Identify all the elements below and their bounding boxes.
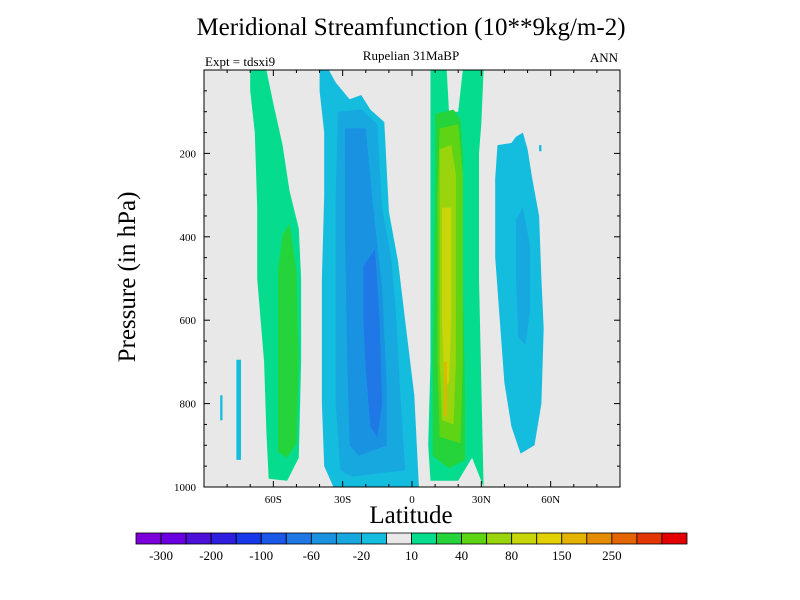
contour-sh-small-1 [236, 359, 241, 460]
colorbar-box [611, 532, 638, 545]
x-tick-label: 0 [409, 494, 415, 506]
colorbar-box [486, 532, 513, 545]
y-tick-label: 1000 [174, 482, 197, 494]
x-axis-label: Latitude [369, 502, 453, 529]
chart-subtitle: Rupelian 31MaBP [362, 48, 460, 63]
colorbar-label: 10 [405, 548, 418, 563]
y-tick-label: 800 [180, 399, 197, 411]
colorbar-label: -60 [303, 548, 320, 563]
colorbar-box [436, 532, 462, 545]
colorbar-box [661, 532, 688, 545]
colorbar-box [511, 532, 538, 545]
contour-sh-small-2 [220, 395, 223, 421]
colorbar-label: 250 [602, 548, 622, 563]
x-tick-label: 30N [472, 494, 491, 506]
y-tick-label: 600 [180, 315, 197, 327]
colorbar-box [386, 532, 412, 545]
season-label: ANN [589, 50, 618, 65]
colorbar-box [285, 532, 312, 545]
colorbar-box [361, 532, 387, 545]
colorbar-box [135, 532, 162, 545]
y-tick-label: 400 [180, 232, 197, 244]
colorbar-box [536, 532, 563, 545]
x-tick-label: 60S [265, 494, 282, 506]
colorbar-label: 150 [552, 548, 572, 563]
colorbar-label: -200 [199, 548, 223, 563]
contour-sh-outer-core [278, 224, 299, 458]
colorbar-box [310, 532, 337, 545]
colorbar-box [335, 532, 362, 545]
colorbar-label: -300 [149, 548, 173, 563]
colorbar-box [561, 532, 588, 545]
colorbar-box [260, 532, 287, 545]
contour-nh-hadley-l4 [442, 207, 452, 387]
contour-nh-small [539, 145, 542, 152]
experiment-label: Expt = tdsxi9 [205, 54, 276, 69]
colorbar-box [160, 532, 187, 545]
x-tick-label: 30S [334, 494, 351, 506]
colorbar-box [411, 532, 437, 545]
x-tick-label: 60N [541, 494, 560, 506]
colorbar-label: -20 [353, 548, 370, 563]
colorbar-box [586, 532, 613, 545]
colorbar-box [235, 532, 262, 545]
colorbar-label: 40 [455, 548, 468, 563]
contour-sh-hadley-l3 [363, 249, 382, 437]
colorbar-box [185, 532, 212, 545]
colorbar-box [210, 532, 237, 545]
y-tick-label: 200 [180, 148, 197, 160]
colorbar-box [461, 532, 488, 545]
contour-nh-ferrel-l1 [516, 207, 530, 346]
contour-nh-hadley-l5 [444, 361, 447, 417]
chart-title: Meridional Streamfunction (10**9kg/m-2) [196, 14, 626, 41]
colorbar-label: 80 [505, 548, 518, 563]
colorbar-label: -100 [249, 548, 273, 563]
colorbar-box [636, 532, 663, 545]
